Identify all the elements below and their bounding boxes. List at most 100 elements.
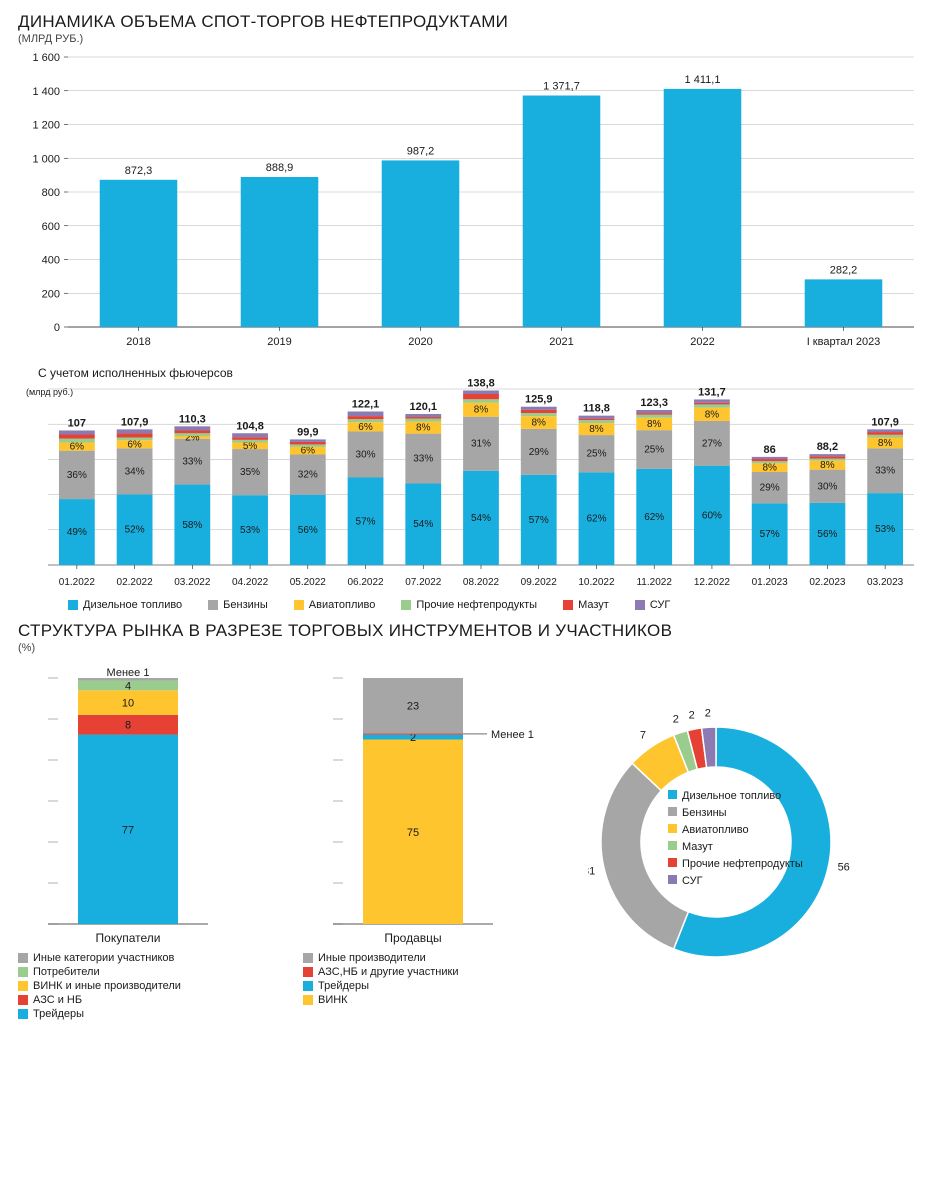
legend-item: ВИНК и иные производители (18, 980, 285, 992)
svg-text:25%: 25% (644, 445, 664, 456)
svg-text:57%: 57% (356, 516, 376, 527)
svg-text:1 600: 1 600 (32, 52, 60, 64)
svg-text:2018: 2018 (126, 336, 150, 348)
svg-text:36%: 36% (67, 470, 87, 481)
svg-text:2019: 2019 (267, 336, 291, 348)
svg-text:6%: 6% (127, 439, 142, 450)
legend-item: Трейдеры (303, 980, 570, 992)
monthly-legend: Дизельное топливоБензиныАвиатопливоПрочи… (68, 599, 928, 611)
svg-text:8%: 8% (589, 424, 604, 435)
svg-text:03.2022: 03.2022 (174, 577, 211, 588)
svg-text:600: 600 (42, 221, 60, 233)
svg-text:104,8: 104,8 (236, 420, 264, 432)
svg-text:Авиатопливо: Авиатопливо (682, 824, 749, 836)
svg-text:8%: 8% (647, 419, 662, 430)
donut-chart: 56317222Дизельное топливоБензиныАвиатопл… (588, 702, 928, 982)
svg-text:400: 400 (42, 255, 60, 267)
svg-text:53%: 53% (875, 524, 895, 535)
svg-text:122,1: 122,1 (352, 399, 380, 411)
svg-text:11.2022: 11.2022 (636, 577, 672, 588)
svg-text:25%: 25% (586, 449, 606, 460)
svg-text:888,9: 888,9 (266, 162, 294, 174)
svg-text:8%: 8% (878, 438, 893, 449)
svg-text:110,3: 110,3 (179, 413, 206, 425)
svg-text:58%: 58% (182, 520, 202, 531)
svg-text:7: 7 (640, 729, 646, 741)
svg-text:Прочие нефтепродукты: Прочие нефтепродукты (682, 858, 803, 870)
svg-text:12.2022: 12.2022 (694, 577, 731, 588)
svg-text:Продавцы: Продавцы (384, 931, 441, 945)
svg-text:6%: 6% (70, 442, 85, 453)
legend-item: АЗС,НБ и другие участники (303, 966, 570, 978)
annual-bar-chart: 02004006008001 0001 2001 4001 600872,320… (18, 51, 918, 351)
legend-item: Иные категории участников (18, 952, 285, 964)
svg-text:02.2023: 02.2023 (809, 577, 846, 588)
svg-text:06.2022: 06.2022 (347, 577, 384, 588)
svg-text:107,9: 107,9 (871, 416, 899, 428)
svg-text:10: 10 (122, 698, 134, 710)
svg-text:0: 0 (54, 322, 60, 334)
legend-item: Мазут (563, 599, 609, 611)
svg-text:30%: 30% (356, 449, 376, 460)
svg-text:107,9: 107,9 (121, 416, 149, 428)
svg-text:31%: 31% (471, 439, 491, 450)
svg-text:1 200: 1 200 (32, 120, 60, 132)
legend-item: Иные производители (303, 952, 570, 964)
svg-text:138,8: 138,8 (467, 378, 495, 390)
svg-text:1 000: 1 000 (32, 153, 60, 165)
svg-text:125,9: 125,9 (525, 394, 553, 406)
svg-text:52%: 52% (125, 525, 145, 536)
svg-text:29%: 29% (529, 447, 549, 458)
svg-text:75: 75 (407, 827, 419, 839)
svg-text:31: 31 (588, 865, 595, 877)
svg-text:54%: 54% (471, 513, 491, 524)
svg-text:(млрд руб.): (млрд руб.) (26, 387, 73, 397)
svg-text:I квартал 2023: I квартал 2023 (807, 336, 881, 348)
svg-text:8%: 8% (416, 423, 431, 434)
svg-text:Покупатели: Покупатели (96, 931, 161, 945)
svg-text:10.2022: 10.2022 (578, 577, 615, 588)
svg-text:Менее 1: Менее 1 (491, 729, 534, 741)
svg-text:04.2022: 04.2022 (232, 577, 269, 588)
svg-text:Мазут: Мазут (682, 841, 713, 853)
svg-text:Дизельное топливо: Дизельное топливо (682, 790, 781, 802)
svg-text:03.2023: 03.2023 (867, 577, 904, 588)
svg-text:282,2: 282,2 (830, 264, 858, 276)
svg-text:62%: 62% (586, 514, 606, 525)
legend-item: Авиатопливо (294, 599, 376, 611)
svg-text:56%: 56% (817, 529, 837, 540)
monthly-stacked-chart: С учетом исполненных фьючерсов (млрд руб.… (18, 365, 918, 595)
svg-text:107: 107 (68, 417, 86, 429)
svg-text:86: 86 (764, 444, 776, 456)
buyers-stacked-chart: 778104Менее 1Покупатели (18, 664, 278, 948)
svg-text:2: 2 (689, 709, 695, 721)
svg-text:2020: 2020 (408, 336, 432, 348)
svg-text:8%: 8% (532, 418, 547, 429)
svg-text:8: 8 (125, 720, 131, 732)
svg-text:2: 2 (673, 713, 679, 725)
svg-text:77: 77 (122, 824, 134, 836)
svg-text:С учетом исполненных фьючерсо: С учетом исполненных фьючерсов (38, 366, 233, 380)
legend-item: Бензины (208, 599, 268, 611)
svg-text:1 371,7: 1 371,7 (543, 81, 580, 93)
svg-text:33%: 33% (182, 457, 202, 468)
svg-text:60%: 60% (702, 510, 722, 521)
svg-text:57%: 57% (529, 515, 549, 526)
svg-text:54%: 54% (413, 519, 433, 530)
svg-text:2022: 2022 (690, 336, 714, 348)
svg-text:8%: 8% (762, 463, 777, 474)
svg-text:200: 200 (42, 288, 60, 300)
svg-text:53%: 53% (240, 525, 260, 536)
svg-text:56: 56 (838, 861, 850, 873)
svg-text:4: 4 (125, 680, 131, 692)
svg-text:8%: 8% (474, 405, 489, 416)
svg-text:01.2023: 01.2023 (752, 577, 789, 588)
svg-text:62%: 62% (644, 512, 664, 523)
page-subtitle-1: (МЛРД РУБ.) (18, 33, 928, 45)
svg-text:987,2: 987,2 (407, 145, 435, 157)
page-subtitle-2: (%) (18, 642, 928, 654)
legend-item: СУГ (635, 599, 671, 611)
svg-text:56%: 56% (298, 525, 318, 536)
svg-text:8%: 8% (820, 460, 835, 471)
svg-text:872,3: 872,3 (125, 165, 153, 177)
